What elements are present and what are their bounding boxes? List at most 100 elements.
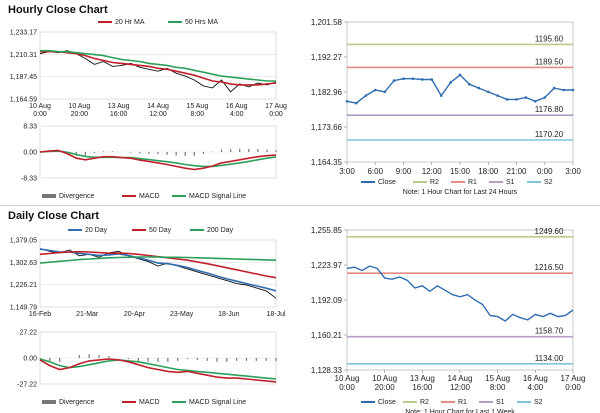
x-tick-label: 16-Feb: [29, 311, 51, 318]
series-line-price: [39, 248, 277, 299]
close-point: [486, 90, 490, 94]
x-tick-label: 10 Aug 20:00: [68, 103, 90, 118]
close-point: [505, 98, 509, 101]
legend-label: Close: [378, 399, 396, 406]
series-line-macd-signal: [39, 150, 277, 168]
y-tick-label: 1,226.21: [10, 282, 37, 289]
x-tick-label: 10 Aug 0:00: [335, 374, 360, 392]
y-tick-label: 1,255.85: [311, 226, 343, 235]
legend-label: 20 Hr MA: [115, 19, 145, 26]
legend-swatch: [42, 194, 56, 198]
x-tick-label: 13 Aug 16:00: [108, 103, 130, 118]
daily-section-title: Daily Close Chart: [8, 210, 100, 222]
series-line-close: [346, 265, 574, 322]
legend-label: Divergence: [59, 399, 95, 406]
x-tick-label: 10 Aug 20:00: [372, 374, 397, 392]
close-point: [449, 81, 452, 84]
y-tick-label: 1,210.31: [10, 52, 37, 59]
plot-frame: [39, 31, 277, 100]
section-divider: [0, 205, 600, 206]
y-tick-label: 1,201.58: [311, 18, 343, 27]
x-tick-label: 18-Jul: [266, 311, 286, 318]
legend-swatch: [42, 400, 56, 404]
legend-label: R1: [458, 399, 467, 406]
y-tick-label: -27.22: [17, 382, 37, 389]
close-point: [543, 96, 547, 99]
x-tick-label: 13 Aug 16:00: [410, 374, 435, 392]
hourly-week-levels-chart: 1,255.85 1,223.97 1,192.09 1,160.21 1,128.33…: [311, 226, 586, 413]
level-label-r1: 1189.50: [535, 57, 564, 66]
y-tick-label: 1,192.27: [311, 53, 343, 62]
x-tick-label: 12:00: [422, 167, 443, 176]
x-tick-label: 15 Aug 8:00: [186, 103, 208, 118]
x-tick-label: 6:00: [367, 167, 383, 176]
legend-label: S2: [534, 399, 543, 406]
y-tick-label: 1,164.59: [10, 97, 37, 104]
level-label-r2: 1249.60: [535, 227, 564, 236]
series-line-macd: [39, 358, 277, 383]
hourly-section-title: Hourly Close Chart: [8, 4, 108, 16]
hourly-ma-chart: 1,233.17 1,210.31 1,187.45 1,164.59 20 Hr MA…: [10, 19, 287, 118]
close-point: [496, 94, 499, 97]
daily-macd-chart: 27.22 0.00 -27.22 Divergence MACD MACD Signal…: [17, 330, 277, 406]
close-point: [383, 90, 386, 94]
x-tick-label: 17 Aug 0:00: [265, 103, 287, 118]
x-tick-label: 23-May: [170, 311, 194, 318]
legend-label: S2: [544, 179, 553, 186]
y-tick-label: 1,379.05: [10, 238, 37, 245]
legend-label: S1: [496, 399, 505, 406]
x-tick-label: 21:00: [506, 167, 527, 176]
close-point: [355, 101, 358, 105]
x-tick-label: 21-Mar: [76, 311, 99, 318]
y-tick-label: 1,149.79: [10, 305, 37, 312]
close-point: [552, 86, 556, 90]
y-tick-label: 0.00: [23, 150, 37, 157]
intraday-levels-chart: 1,201.58 1,192.27 1,182.96 1,173.66 1,164.35…: [311, 18, 581, 196]
series-line-price: [39, 50, 277, 93]
level-label-r2: 1195.60: [535, 34, 564, 43]
plot-frame: [346, 229, 574, 371]
legend-label: R2: [430, 179, 439, 186]
legend-label: 50 Day: [149, 227, 172, 234]
close-point: [571, 88, 575, 92]
hourly-macd-chart: 8.33 0.00 -8.33 Divergence MACD MACD Signal L…: [21, 124, 277, 200]
legend-label: Divergence: [59, 193, 95, 200]
x-tick-label: 15:00: [450, 167, 471, 176]
series-line-20-day: [39, 248, 277, 292]
series-line-50-hrs-ma: [40, 49, 276, 82]
close-point: [411, 77, 415, 81]
x-tick-label: 18:00: [478, 167, 499, 176]
close-point: [524, 96, 528, 99]
close-point: [373, 88, 377, 92]
y-tick-label: 1,164.35: [311, 158, 343, 167]
y-tick-label: 0.00: [23, 356, 37, 363]
close-point: [534, 99, 537, 103]
x-tick-label: 3:00: [565, 167, 581, 176]
x-tick-label: 10 Aug 0:00: [29, 103, 51, 118]
legend-label: MACD Signal Line: [189, 399, 246, 406]
close-point: [468, 83, 471, 86]
y-tick-label: 8.33: [23, 124, 37, 131]
legend-label: R2: [420, 399, 429, 406]
close-point: [562, 88, 565, 92]
x-tick-label: 17 Aug 0:00: [561, 374, 586, 392]
series-line-macd-signal: [39, 358, 277, 380]
close-point: [392, 79, 396, 82]
legend-label: 20 Day: [85, 227, 108, 234]
y-tick-label: 1,128.33: [311, 366, 343, 375]
series-line-macd: [39, 149, 277, 171]
close-point: [402, 77, 405, 81]
x-tick-label: 14 Aug 12:00: [448, 374, 473, 392]
legend-label: MACD: [139, 399, 160, 406]
close-point: [458, 73, 462, 77]
close-point: [421, 78, 424, 81]
x-tick-label: 0:00: [537, 167, 553, 176]
y-tick-label: 1,182.96: [311, 88, 343, 97]
series-line-50-day: [39, 250, 277, 279]
level-label-s1: 1176.80: [535, 105, 564, 114]
legend-label: MACD Signal Line: [189, 193, 246, 200]
close-point: [515, 98, 518, 101]
y-tick-label: 27.22: [19, 330, 37, 337]
x-tick-label: 16 Aug 4:00: [226, 103, 248, 118]
y-tick-label: 1,302.63: [10, 260, 37, 267]
